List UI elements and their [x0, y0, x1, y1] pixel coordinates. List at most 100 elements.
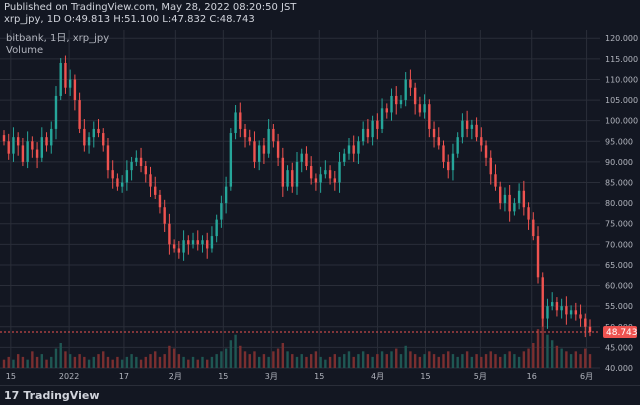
- candle-body: [499, 186, 502, 204]
- candle-body: [73, 79, 77, 101]
- candle-body: [102, 133, 105, 146]
- candle-body: [87, 137, 91, 146]
- price-tick-label: 95.000: [605, 137, 633, 146]
- volume-bar: [83, 356, 86, 368]
- price-tick-label: 110.000: [605, 75, 638, 84]
- volume-bar: [395, 348, 398, 368]
- candle-body: [125, 170, 129, 183]
- candle-body: [560, 306, 563, 311]
- volume-bar: [470, 356, 474, 368]
- candle-body: [130, 161, 133, 171]
- candle-body: [489, 157, 492, 175]
- time-tick-label: 15: [6, 372, 16, 381]
- price-tick-label: 100.000: [605, 117, 638, 126]
- candle-body: [163, 207, 166, 224]
- volume-bar: [390, 351, 393, 368]
- price-tick-label: 105.000: [605, 96, 638, 105]
- candle-body: [21, 145, 25, 162]
- volume-bar: [272, 351, 275, 368]
- candle-body: [92, 128, 95, 138]
- candle-body: [395, 95, 398, 105]
- candle-body: [470, 124, 474, 129]
- candle-body: [272, 128, 275, 142]
- candle-body: [357, 141, 360, 154]
- volume-bar: [584, 348, 587, 368]
- tradingview-brand[interactable]: 17 TradingView: [4, 389, 100, 402]
- volume-bar: [239, 345, 242, 368]
- candle-body: [220, 203, 223, 220]
- candle-body: [281, 157, 285, 187]
- volume-bar: [380, 351, 384, 368]
- volume-bar: [343, 354, 346, 368]
- candle-body: [243, 128, 247, 138]
- volume-bar: [149, 354, 152, 368]
- candle-body: [465, 120, 469, 129]
- candle-body: [546, 306, 549, 319]
- candle-body: [64, 62, 67, 88]
- volume-bar: [267, 356, 270, 368]
- time-axis[interactable]: 15 2022 17 2月 15 3月 15 4月 15 5月 16 6月: [6, 372, 593, 381]
- ohlc-readout: xrp_jpy, 1D O:49.813 H:51.100 L:47.832 C…: [4, 14, 255, 25]
- volume-bar: [191, 356, 195, 368]
- volume-bar: [371, 356, 374, 368]
- volume-bar: [26, 359, 29, 368]
- volume-bar: [135, 356, 138, 368]
- candle-body: [78, 100, 81, 129]
- candle-body: [177, 248, 181, 253]
- volume-bar: [447, 351, 450, 368]
- price-tick-label: 55.000: [605, 302, 633, 311]
- volume-bar: [116, 356, 119, 368]
- volume-bar: [243, 351, 247, 368]
- candle-body: [97, 128, 100, 134]
- volume-bar: [309, 354, 313, 368]
- candle-body: [428, 104, 431, 129]
- volume-bar: [328, 356, 332, 368]
- volume-bar: [513, 354, 516, 368]
- volume-bar: [2, 359, 6, 368]
- time-tick-label: 2022: [59, 372, 79, 381]
- volume-bar: [54, 348, 58, 368]
- volume-bar: [7, 356, 10, 368]
- candle-body: [536, 236, 540, 278]
- volume-bar: [338, 356, 341, 368]
- candle-body: [196, 240, 199, 245]
- candle-body: [461, 120, 464, 138]
- time-tick-label: 2月: [169, 372, 182, 381]
- volume-legend[interactable]: Volume: [6, 45, 44, 56]
- volume-bar: [97, 354, 100, 368]
- volume-bar: [234, 334, 237, 368]
- volume-bar: [210, 356, 214, 368]
- volume-bar: [220, 351, 223, 368]
- candle-body: [503, 194, 507, 204]
- volume-bar: [31, 351, 34, 368]
- candle-body: [172, 244, 176, 249]
- volume-bar: [120, 359, 124, 368]
- candle-body: [224, 186, 228, 204]
- candle-body: [588, 326, 592, 332]
- volume-bar: [413, 354, 417, 368]
- volume-bar: [291, 354, 294, 368]
- price-chart[interactable]: 40.00045.00050.00055.00060.00065.00070.0…: [0, 28, 640, 385]
- candle-body: [158, 194, 162, 208]
- candle-body: [333, 178, 337, 183]
- candle-body: [569, 310, 573, 315]
- candle-body: [182, 240, 185, 253]
- series-legend[interactable]: bitbank, 1日, xrp_jpy: [6, 33, 110, 44]
- candle-body: [54, 95, 58, 129]
- volume-bar: [404, 345, 407, 368]
- volume-bar: [111, 359, 114, 368]
- candle-body: [187, 240, 190, 245]
- volume-bar: [314, 351, 318, 368]
- candle-body: [144, 166, 147, 175]
- volume-bar: [78, 354, 81, 368]
- time-tick-label: 16: [527, 372, 537, 381]
- candle-body: [437, 137, 440, 146]
- time-tick-label: 15: [218, 372, 228, 381]
- candle-body: [135, 157, 138, 162]
- candle-body: [83, 128, 86, 146]
- volume-bar: [177, 354, 181, 368]
- volume-bar: [550, 340, 554, 368]
- volume-bar: [102, 351, 105, 368]
- volume-bar: [276, 348, 280, 368]
- candle-body: [565, 306, 568, 315]
